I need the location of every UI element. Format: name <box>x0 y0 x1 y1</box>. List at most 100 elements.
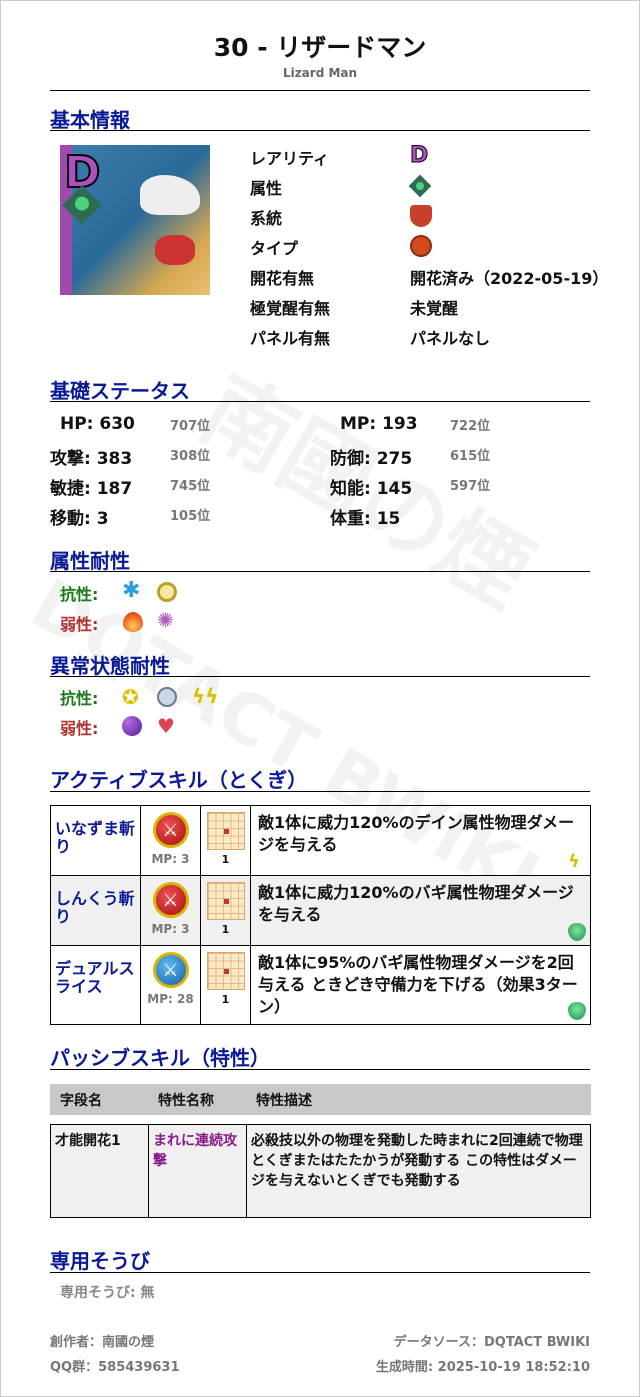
skill-row[interactable]: いなずま斬り ⚔ MP: 3 1 敵1体に威力120%のデイン属性物理ダメージを与… <box>50 805 591 876</box>
skill-range: 1 <box>221 923 230 936</box>
section-active-heading: アクティブスキル（とくぎ） <box>50 768 308 792</box>
skill-desc: 敵1体に威力120%のデイン属性物理ダメージを与える <box>258 813 575 854</box>
panel-label: パネル有無 <box>250 329 331 348</box>
column-header: 特性描述 <box>256 1093 312 1109</box>
passive-row: 才能開花1 まれに連続攻撃 必殺技以外の物理を発動した時まれに2回連続で物理とく… <box>50 1124 591 1218</box>
column-header: 字段名 <box>60 1093 102 1109</box>
skill-range-cell: 1 <box>200 945 251 1025</box>
rarity-d-icon: D <box>409 143 429 169</box>
skill-row[interactable]: デュアルスライス ⚔ MP: 28 1 敵1体に95%のバギ属性物理ダメージを2回… <box>50 945 591 1025</box>
awakening-label: 極覚醒有無 <box>250 299 331 318</box>
rarity-label: レアリティ <box>250 149 330 168</box>
divider <box>50 130 590 131</box>
stat-move: 移動: 3 <box>50 509 109 529</box>
page-subtitle: Lizard Man <box>282 66 358 80</box>
footer-generated: 生成時間: 2025-10-19 18:52:10 <box>375 1360 590 1375</box>
skill-type-cell: ⚔ MP: 28 <box>140 945 201 1025</box>
footer-source: データソース：DQTACT BWIKI <box>393 1335 590 1350</box>
range-grid-icon <box>206 882 245 920</box>
stat-rank: 722位 <box>450 419 491 434</box>
skill-range-cell: 1 <box>200 805 251 876</box>
skill-desc-cell: 敵1体に威力120%のバギ属性物理ダメージを与える <box>250 875 591 946</box>
skill-row[interactable]: しんくう斬り ⚔ MP: 3 1 敵1体に威力120%のバギ属性物理ダメージを与え… <box>50 875 591 946</box>
stat-weight: 体重: 15 <box>330 509 401 529</box>
equipment-text: 専用そうび: 無 <box>60 1285 155 1301</box>
section-passive-heading: パッシブスキル（特性） <box>50 1046 270 1070</box>
section-status-res-heading: 異常状態耐性 <box>50 654 170 678</box>
stat-rank: 707位 <box>170 419 211 434</box>
stat-rank: 105位 <box>170 509 211 524</box>
fire-icon <box>123 612 143 632</box>
section-stats-heading: 基礎ステータス <box>50 379 190 403</box>
skill-desc: 敵1体に威力120%のバギ属性物理ダメージを与える <box>258 883 574 924</box>
passive-table: 才能開花1 まれに連続攻撃 必殺技以外の物理を発動した時まれに2回連続で物理とく… <box>50 1124 591 1218</box>
confusion-icon: ✪ <box>122 685 139 709</box>
skill-type-cell: ⚔ MP: 3 <box>140 805 201 876</box>
skill-mp: MP: 3 <box>151 852 190 866</box>
passive-desc: 必殺技以外の物理を発動した時まれに2回連続で物理とくぎまたはたたかうが発動する … <box>246 1124 591 1218</box>
page-title: 30 - リザードマン <box>213 33 427 62</box>
divider <box>50 571 590 572</box>
passive-name: まれに連続攻撃 <box>148 1124 247 1218</box>
stat-rank: 745位 <box>170 479 211 494</box>
divider <box>50 401 590 402</box>
awakening-value: 未覚醒 <box>410 299 459 318</box>
divider <box>50 676 590 677</box>
skill-range: 1 <box>221 853 230 866</box>
weak-label: 弱性: <box>60 615 99 634</box>
range-grid-icon <box>206 952 245 990</box>
resist-label: 抗性: <box>60 689 99 708</box>
stat-hp: HP: 630 <box>60 414 135 434</box>
bloom-value: 開花済み（2022-05-19） <box>410 269 609 288</box>
skill-name: しんくう斬り <box>50 875 141 946</box>
skill-desc: 敵1体に95%のバギ属性物理ダメージを2回与える ときどき守備力を下げる（効果3… <box>258 953 578 1016</box>
type-label: タイプ <box>250 239 299 258</box>
range-grid-icon <box>206 812 245 850</box>
bloom-label: 開花有無 <box>250 269 315 288</box>
type-attack-icon <box>410 235 432 257</box>
sword-icon: ⚔ <box>152 882 189 918</box>
divider <box>50 1069 590 1070</box>
sword-icon: ⚔ <box>152 812 189 848</box>
skill-name: デュアルスライス <box>50 945 141 1025</box>
divider <box>50 90 590 91</box>
monster-portrait: D <box>60 145 210 295</box>
stat-mp: MP: 193 <box>340 414 418 434</box>
paralysis-icon: ϟϟ <box>192 684 219 708</box>
weak-label: 弱性: <box>60 719 99 738</box>
stat-agility: 敏捷: 187 <box>50 479 133 499</box>
element-label: 属性 <box>250 179 283 198</box>
section-equipment-heading: 専用そうび <box>50 1249 150 1273</box>
stat-intelligence: 知能: 145 <box>330 479 413 499</box>
element-bagi-icon <box>568 923 586 941</box>
column-header: 特性名称 <box>158 1093 214 1109</box>
skill-mp: MP: 3 <box>151 922 190 936</box>
resist-label: 抗性: <box>60 585 99 604</box>
skill-mp: MP: 28 <box>147 992 194 1006</box>
stat-attack: 攻撃: 383 <box>50 449 133 469</box>
stat-rank: 597位 <box>450 479 491 494</box>
ice-icon: ✱ <box>122 578 141 603</box>
passive-table-header: 字段名 特性名称 特性描述 <box>50 1084 591 1115</box>
passive-field: 才能開花1 <box>50 1124 149 1218</box>
skill-range-cell: 1 <box>200 875 251 946</box>
family-label: 系統 <box>250 209 283 228</box>
sword-icon: ⚔ <box>152 952 189 988</box>
sleep-icon <box>157 687 177 707</box>
footer-qq: QQ群：585439631 <box>50 1360 180 1375</box>
panel-value: パネルなし <box>410 329 491 348</box>
family-dragon-icon <box>410 205 432 227</box>
active-skill-table: いなずま斬り ⚔ MP: 3 1 敵1体に威力120%のデイン属性物理ダメージを与… <box>50 805 591 1025</box>
poison-icon <box>122 716 142 736</box>
stat-rank: 615位 <box>450 449 491 464</box>
skill-type-cell: ⚔ MP: 3 <box>140 875 201 946</box>
element-dein-icon: ϟ <box>568 851 580 872</box>
skill-desc-cell: 敵1体に威力120%のデイン属性物理ダメージを与える ϟ <box>250 805 591 876</box>
footer-author: 創作者：南國の煙 <box>50 1335 155 1350</box>
stat-defense: 防御: 275 <box>330 449 413 469</box>
section-basic-heading: 基本情報 <box>50 108 130 132</box>
skill-range: 1 <box>221 993 230 1006</box>
divider <box>50 791 590 792</box>
section-element-res-heading: 属性耐性 <box>50 549 130 573</box>
skill-name: いなずま斬り <box>50 805 141 876</box>
